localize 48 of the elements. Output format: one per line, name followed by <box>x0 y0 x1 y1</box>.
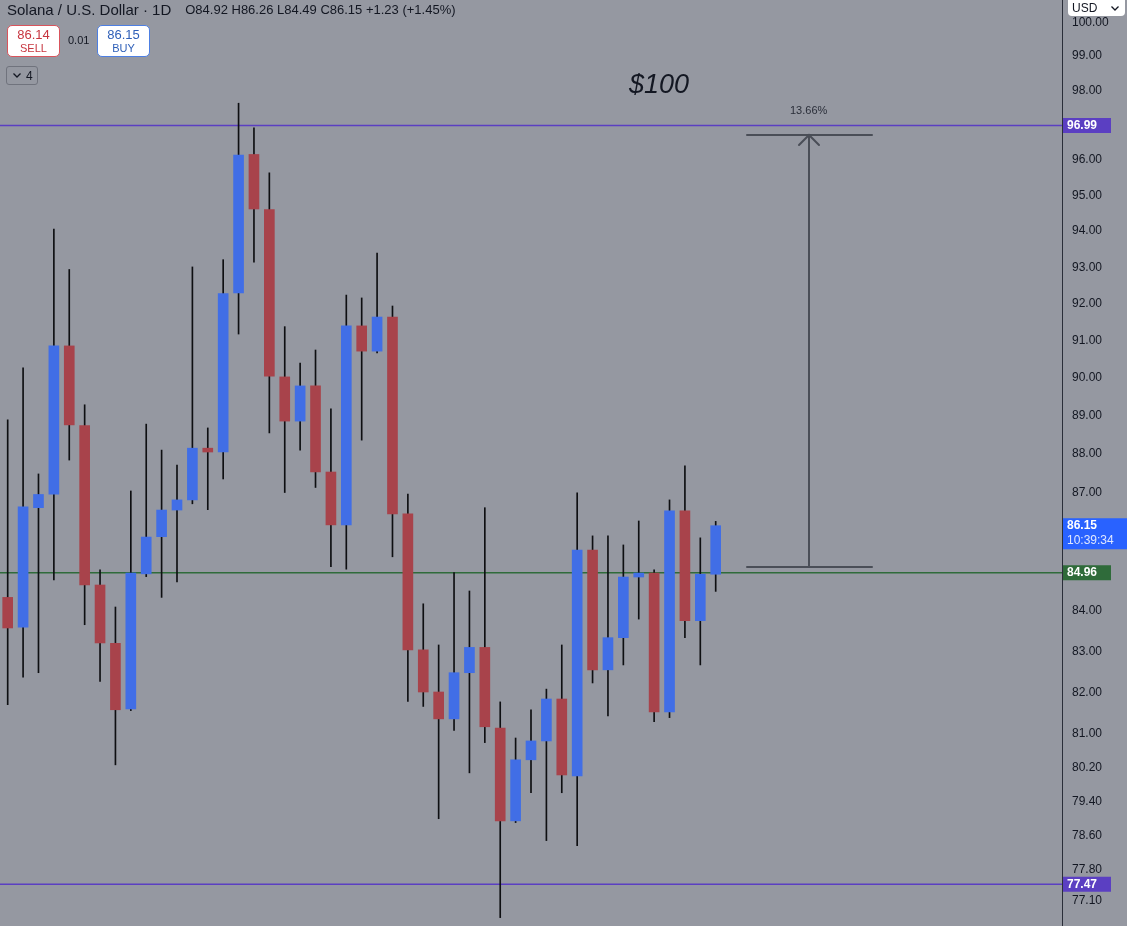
y-tick-label: 83.00 <box>1072 643 1103 658</box>
candlestick <box>633 520 645 620</box>
candlestick <box>602 535 614 717</box>
annotation: SELL <box>19 42 48 55</box>
y-tick-label: 93.00 <box>1072 259 1103 274</box>
candlestick <box>356 297 368 441</box>
chart-title: Solana / U.S. Dollar · 1D <box>7 0 172 18</box>
y-tick-label: 81.00 <box>1072 726 1103 741</box>
y-tick-label: 91.00 <box>1072 333 1103 348</box>
ref-line-label: 96.99 <box>1067 117 1098 132</box>
y-tick-label: 90.00 <box>1072 370 1103 385</box>
y-tick-label: 100.00 <box>1072 14 1110 29</box>
y-tick-label: 77.10 <box>1072 892 1103 907</box>
candlestick <box>525 709 537 794</box>
annotation: 4 <box>26 68 33 83</box>
candlestick <box>2 419 14 706</box>
text: 10:39:34 <box>1067 532 1115 547</box>
y-tick-label: 78.60 <box>1072 827 1103 842</box>
candlestick <box>140 423 152 577</box>
ref-line-label: 84.96 <box>1067 564 1098 579</box>
annotation: 86.15 <box>106 27 141 42</box>
y-tick-label: 79.40 <box>1072 793 1103 808</box>
y-tick-label: 99.00 <box>1072 48 1103 63</box>
y-tick-label: 94.00 <box>1072 223 1103 238</box>
collapse-button: 4 <box>6 66 38 85</box>
y-tick-label: 82.00 <box>1072 684 1103 699</box>
annotation: $100 <box>629 68 690 100</box>
ref-line-label: 77.47 <box>1067 876 1098 891</box>
annotation: 86.14 <box>16 27 51 42</box>
buy-button: 86.15 BUY <box>97 25 150 57</box>
sell-button: 86.14 SELL <box>7 25 60 57</box>
text: 86.15 <box>1067 517 1098 532</box>
y-tick-label: 77.80 <box>1072 862 1103 877</box>
annotation: O84.92 H86.26 L84.49 C86.15 +1.23 (+1.45%) <box>185 1 456 17</box>
y-tick-label: 80.20 <box>1072 759 1103 774</box>
y-tick-label: 98.00 <box>1072 82 1103 97</box>
y-tick-label: 92.00 <box>1072 296 1103 311</box>
annotation: BUY <box>111 42 136 55</box>
annotation: 13.66% <box>790 104 828 117</box>
y-tick-label: 84.00 <box>1072 603 1103 618</box>
y-tick-label: 96.00 <box>1072 152 1103 167</box>
candlestick <box>202 427 214 510</box>
y-tick-label: 87.00 <box>1072 484 1103 499</box>
currency-dropdown: USD <box>1068 0 1125 16</box>
y-tick-label: 95.00 <box>1072 187 1103 202</box>
y-tick-label: 89.00 <box>1072 408 1103 423</box>
y-tick-label: 88.00 <box>1072 446 1103 461</box>
annotation: 0.01 <box>68 34 90 47</box>
